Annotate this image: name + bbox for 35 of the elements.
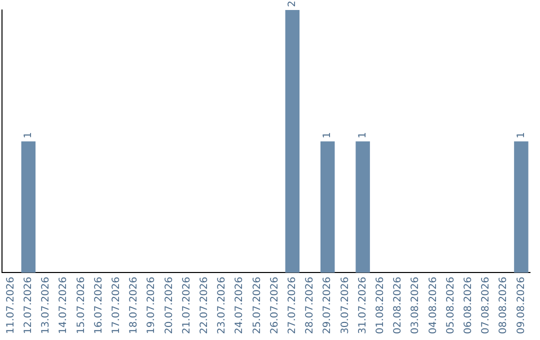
x-tick-label: 05.08.2026 [445, 276, 456, 334]
x-tick-label: 02.08.2026 [392, 276, 404, 334]
x-tick-label: 17.07.2026 [110, 276, 122, 334]
x-tick-label: 30.07.2026 [340, 276, 351, 334]
x-tick-label: 01.08.2026 [374, 276, 386, 334]
x-tick-label: 27.07.2026 [286, 276, 298, 334]
x-tick-label: 28.07.2026 [304, 276, 316, 334]
x-tick-label: 15.07.2026 [76, 276, 87, 334]
x-tick-label: 06.08.2026 [462, 276, 474, 334]
x-tick-label: 31.07.2026 [357, 276, 368, 334]
x-tick-label: 25.07.2026 [252, 276, 263, 334]
x-tick-label: 14.07.2026 [58, 276, 70, 334]
x-tick-label: 23.07.2026 [216, 276, 228, 334]
data-label: 1 [516, 132, 527, 138]
x-tick-label: 11.07.2026 [5, 276, 16, 334]
x-tick-label: 20.07.2026 [164, 276, 175, 334]
x-tick-label: 24.07.2026 [234, 276, 246, 334]
x-tick-label: 08.08.2026 [498, 276, 510, 334]
x-tick-label: 03.08.2026 [410, 276, 422, 334]
x-tick-label: 04.08.2026 [428, 276, 439, 334]
x-tick-label: 19.07.2026 [146, 276, 158, 334]
x-tick-label: 07.08.2026 [480, 276, 492, 334]
data-label: 1 [357, 132, 368, 138]
x-tick-label: 09.08.2026 [516, 276, 527, 334]
x-tick-label: 18.07.2026 [128, 276, 140, 334]
x-tick-label: 12.07.2026 [22, 276, 34, 334]
x-tick-label: 26.07.2026 [269, 276, 280, 334]
data-label: 2 [286, 0, 298, 7]
data-label: 1 [322, 132, 334, 138]
x-tick-label: 13.07.2026 [40, 276, 52, 334]
x-tick-label: 21.07.2026 [181, 276, 192, 334]
data-label: 1 [22, 132, 34, 138]
x-tick-label: 29.07.2026 [322, 276, 334, 334]
x-tick-label: 16.07.2026 [93, 276, 104, 334]
x-tick-label: 22.07.2026 [198, 276, 210, 334]
